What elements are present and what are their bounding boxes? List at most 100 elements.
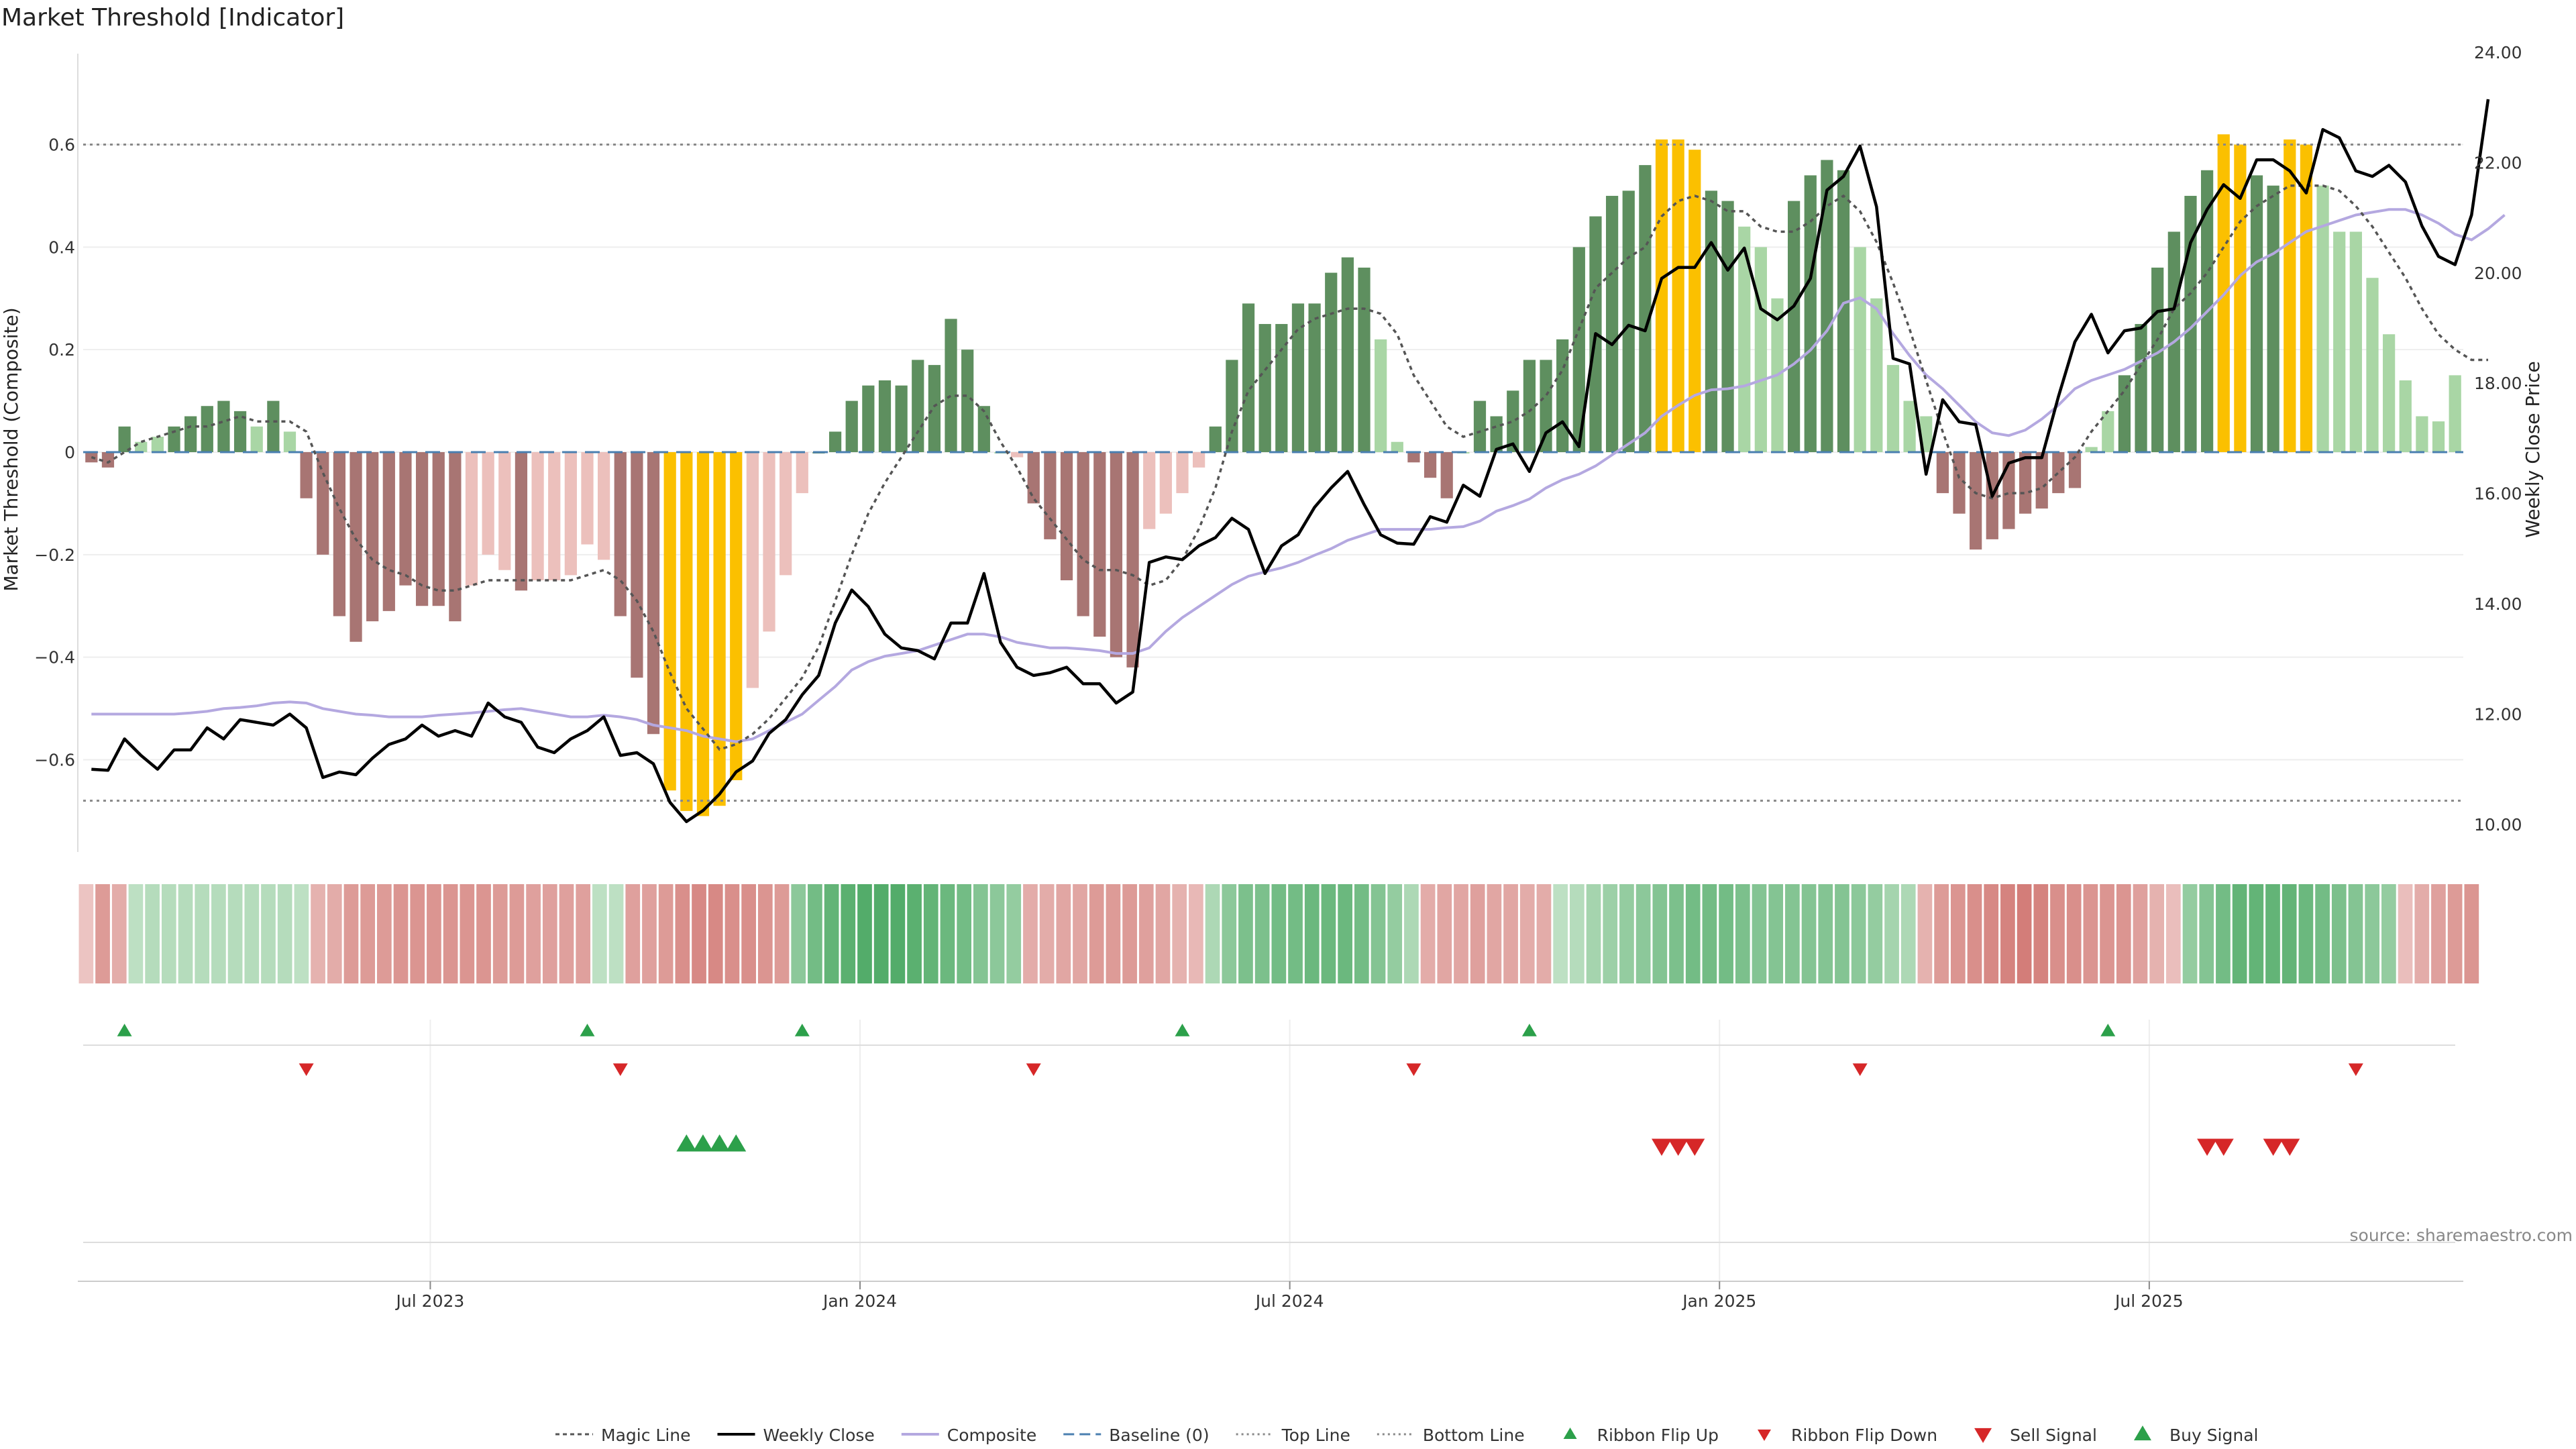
right-tick-label: 14.00 [2474, 594, 2522, 614]
ribbon-cell [460, 884, 475, 983]
composite-bar [1027, 452, 1040, 504]
composite-bar [267, 400, 280, 452]
ribbon-cell [227, 884, 243, 983]
ribbon-cell [2298, 884, 2314, 983]
composite-bar [1308, 303, 1321, 452]
legend-label: Bottom Line [1423, 1426, 1525, 1445]
ribbon-cell [973, 884, 988, 983]
composite-bar [862, 385, 875, 452]
ribbon-cell [1304, 884, 1320, 983]
ribbon-cell [1570, 884, 1585, 983]
composite-bar [746, 452, 759, 688]
ribbon-cell [1719, 884, 1733, 983]
composite-bar [1060, 452, 1073, 581]
legend: Magic Line Weekly Close Composite Baseline … [555, 1426, 2259, 1445]
right-tick-label: 20.00 [2474, 264, 2522, 283]
ribbon-cell [476, 884, 491, 983]
ribbon-cell [1089, 884, 1104, 983]
ribbon-cell [2381, 884, 2396, 983]
ribbon-cell [1652, 884, 1668, 983]
legend-label: Composite [947, 1426, 1036, 1445]
composite-bar [1639, 165, 1652, 452]
ribbon-cell [343, 884, 359, 983]
composite-bar [1970, 452, 1982, 550]
composite-bar [2366, 278, 2379, 452]
lines-layer [83, 99, 2506, 824]
composite-bar [581, 452, 594, 545]
legend-label: Ribbon Flip Up [1597, 1426, 1719, 1445]
composite-bar [2432, 421, 2445, 452]
y-axis-label-right: Weekly Close Price [2522, 361, 2544, 537]
sell-signal-marker [2263, 1138, 2284, 1156]
composite-bar [1093, 452, 1106, 637]
composite-bar [432, 452, 445, 606]
ribbon-cell [1338, 884, 1352, 983]
ribbon-cell [178, 884, 193, 983]
composite-bar [101, 452, 115, 468]
composite-bar [1936, 452, 1949, 494]
composite-bar [1291, 303, 1305, 452]
composite-bar [317, 452, 329, 555]
composite-bar [2102, 411, 2114, 452]
ribbon-cell [592, 884, 607, 983]
ribbon-cell [857, 884, 872, 983]
composite-bar [2300, 144, 2313, 453]
composite-bar [1126, 452, 1139, 667]
ribbon-cell [2017, 884, 2032, 983]
ribbon-cell [1437, 884, 1452, 983]
legend-swatch [2133, 1426, 2151, 1441]
composite-bar [763, 452, 775, 632]
ribbon-cell [2199, 884, 2214, 983]
composite-bar [1077, 452, 1089, 616]
ribbon-cell [1155, 884, 1171, 983]
composite-bar [1688, 150, 1701, 452]
magic-line [91, 184, 2488, 751]
composite-bar [217, 400, 230, 452]
composite-bar [1226, 360, 1238, 452]
ribbon-cell [757, 884, 773, 983]
composite-bar [415, 452, 429, 606]
composite-bar [1903, 400, 1916, 452]
composite-bar [647, 452, 660, 735]
ribbon-cell [2133, 884, 2148, 983]
ribbon-cell [907, 884, 922, 983]
right-tick-label: 12.00 [2474, 704, 2522, 724]
ribbon-cell [2464, 884, 2479, 983]
composite-bar [1920, 416, 1933, 452]
ribbon-cell [277, 884, 292, 983]
ribbon-cell [989, 884, 1005, 983]
composite-bar [333, 452, 346, 616]
composite-bar [2019, 452, 2032, 514]
ribbon-cell [393, 884, 409, 983]
ribbon-cell [559, 884, 574, 983]
legend-item: Top Line [1236, 1426, 1350, 1445]
ribbon-cell [1868, 884, 1883, 983]
composite-bar [1440, 452, 1453, 498]
legend-item: Baseline (0) [1063, 1426, 1210, 1445]
composite-bar [845, 400, 858, 452]
x-tick-label: Jul 2023 [395, 1291, 465, 1311]
left-tick-label: 0.4 [48, 237, 75, 257]
right-tick-label: 10.00 [2474, 815, 2522, 835]
weekly-close-line [91, 99, 2490, 824]
composite-bar [1672, 139, 1684, 452]
composite-bar [1407, 452, 1420, 463]
composite-bar [118, 426, 131, 452]
ribbon-cell [1056, 884, 1071, 983]
composite-bar [2085, 447, 2098, 452]
composite-bar [780, 452, 792, 576]
legend-label: Ribbon Flip Down [1791, 1426, 1937, 1445]
ribbon-flip-up-marker [1521, 1024, 1537, 1036]
ribbon-cell [1420, 884, 1436, 983]
composite-bar [1523, 360, 1536, 452]
composite-bar [465, 452, 478, 586]
composite-bar [713, 452, 726, 806]
composite-bar [233, 411, 247, 452]
ribbon-cell [841, 884, 856, 983]
x-tick-label: Jan 2025 [1681, 1291, 1756, 1311]
ribbon-cell [2315, 884, 2330, 983]
composite-bar [548, 452, 561, 581]
composite-bar [151, 437, 164, 452]
ribbon-cell [608, 884, 624, 983]
composite-bar [696, 452, 710, 816]
